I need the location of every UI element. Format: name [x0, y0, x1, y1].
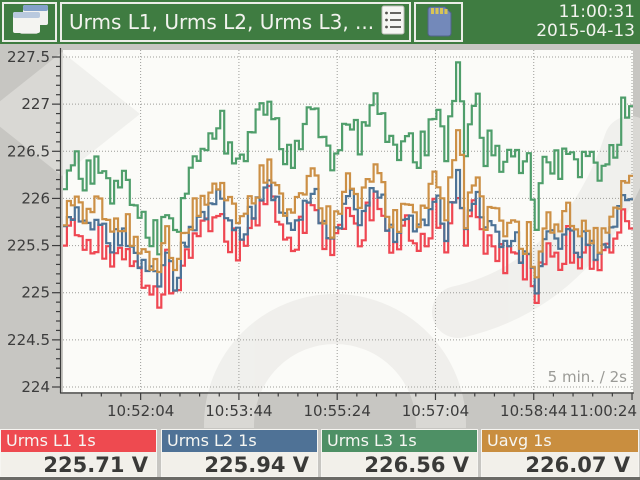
trace-urms-l2-1s [63, 168, 633, 295]
channel-label: Uavg 1s [482, 430, 638, 452]
clock-time: 11:00:31 [558, 2, 635, 22]
overlapping-windows-icon [8, 2, 52, 42]
y-axis-label: 226 [21, 189, 50, 207]
y-axis-label: 224 [21, 378, 50, 396]
window-switcher-button[interactable] [2, 2, 57, 42]
channel-box-urms-l2[interactable]: Urms L2 1s 225.94 V [161, 429, 318, 477]
channel-value: 226.56 V [364, 453, 469, 477]
y-axis-label: 224.5 [7, 331, 50, 349]
channel-value: 225.94 V [204, 453, 309, 477]
page-title: Urms L1, Urms L2, Urms L3, ... [69, 10, 375, 34]
x-axis-label: 10:58:44 [500, 402, 567, 420]
trace-urms-l1-1s [63, 184, 633, 309]
x-axis-label: 10:55:24 [304, 402, 371, 420]
chart-title-button[interactable]: Urms L1, Urms L2, Urms L3, ... [60, 2, 411, 42]
y-axis-label: 225.5 [7, 237, 50, 255]
channel-value: 226.07 V [525, 453, 630, 477]
channel-box-urms-l1[interactable]: Urms L1 1s 225.71 V [0, 429, 157, 477]
channel-readout-row: Urms L1 1s 225.71 V Urms L2 1s 225.94 V … [0, 429, 640, 478]
channel-box-uavg[interactable]: Uavg 1s 226.07 V [481, 429, 639, 477]
screen-bottom-edge [0, 477, 640, 480]
trend-chart-area: 227.5 227 226.5 226 225.5 225 224.5 224 10:52:04… [0, 44, 640, 428]
sd-card-icon [421, 3, 457, 41]
channel-label: Urms L1 1s [1, 430, 156, 452]
channel-value: 225.71 V [43, 453, 148, 477]
trend-chart-canvas[interactable]: 227.5 227 226.5 226 225.5 225 224.5 224 10:52:04… [0, 44, 640, 428]
channel-label: Urms L2 1s [162, 430, 317, 452]
x-axis-label: 10:53:44 [205, 402, 272, 420]
y-axis-label: 227.5 [7, 48, 50, 66]
channel-box-urms-l3[interactable]: Urms L3 1s 226.56 V [321, 429, 478, 477]
y-axis-label: 225 [21, 284, 50, 302]
clock: 11:00:31 2015-04-13 [536, 3, 635, 41]
x-axis-label: 10:57:04 [402, 402, 469, 420]
bulleted-list-icon [381, 5, 405, 39]
channel-label: Urms L3 1s [322, 430, 477, 452]
trace-urms-l3-1s [63, 61, 633, 256]
y-axis-label: 226.5 [7, 142, 50, 160]
sd-card-indicator[interactable] [414, 2, 463, 42]
axes [52, 48, 634, 400]
x-axis-label: 11:00:24 [570, 402, 637, 420]
clock-date: 2015-04-13 [536, 21, 635, 41]
x-axis-label: 10:52:04 [107, 402, 174, 420]
scale-note: 5 min. / 2s [548, 368, 627, 386]
trace-uavg-1s [63, 129, 633, 279]
header-bar: Urms L1, Urms L2, Urms L3, ... [0, 0, 640, 44]
y-axis-label: 227 [21, 95, 50, 113]
